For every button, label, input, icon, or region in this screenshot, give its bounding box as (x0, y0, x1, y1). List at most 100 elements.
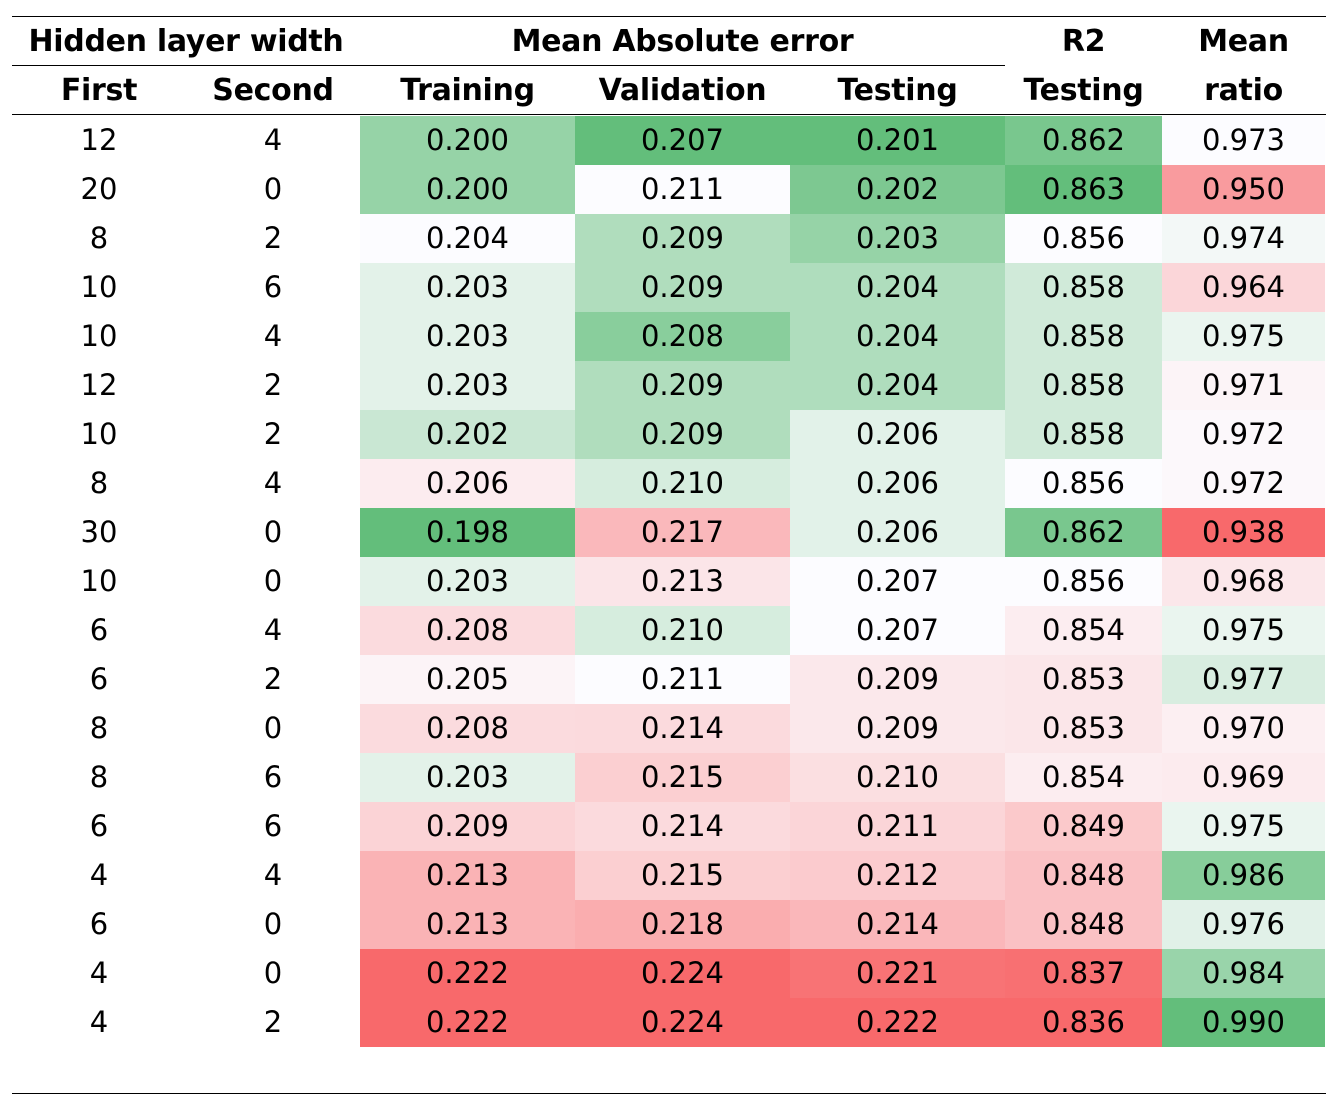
cell-validation: 0.210 (575, 459, 790, 508)
cell-first: 8 (89, 221, 109, 255)
header-r2-testing: Testing (1023, 73, 1144, 108)
cell-training: 0.200 (360, 116, 575, 165)
table-row: 4 4 0.213 0.215 0.212 0.848 0.986 (0, 851, 1338, 900)
cell-r2: 0.854 (1005, 606, 1162, 655)
table-row: 8 2 0.204 0.209 0.203 0.856 0.974 (0, 214, 1338, 263)
cell-r2: 0.858 (1005, 361, 1162, 410)
cell-second: 0 (263, 907, 283, 941)
cell-first: 20 (80, 172, 118, 206)
cell-validation: 0.213 (575, 557, 790, 606)
cell-second: 6 (263, 270, 283, 304)
cell-ratio: 0.984 (1162, 949, 1325, 998)
cell-training: 0.203 (360, 557, 575, 606)
cell-second: 0 (263, 564, 283, 598)
cell-first: 10 (80, 564, 118, 598)
cell-second: 2 (263, 1005, 283, 1039)
cell-second: 0 (263, 172, 283, 206)
cell-training: 0.200 (360, 165, 575, 214)
cell-testing: 0.204 (790, 263, 1005, 312)
cell-first: 4 (89, 1005, 109, 1039)
cell-r2: 0.853 (1005, 704, 1162, 753)
cell-first: 4 (89, 858, 109, 892)
cell-ratio: 0.970 (1162, 704, 1325, 753)
cell-r2: 0.837 (1005, 949, 1162, 998)
cell-first: 10 (80, 270, 118, 304)
cell-training: 0.202 (360, 410, 575, 459)
cell-second: 4 (263, 466, 283, 500)
cell-r2: 0.858 (1005, 410, 1162, 459)
cell-validation: 0.211 (575, 655, 790, 704)
group-header-rule-mae (360, 65, 1005, 66)
cell-validation: 0.209 (575, 263, 790, 312)
cell-testing: 0.207 (790, 557, 1005, 606)
cell-testing: 0.202 (790, 165, 1005, 214)
cell-ratio: 0.976 (1162, 900, 1325, 949)
table-row: 10 0 0.203 0.213 0.207 0.856 0.968 (0, 557, 1338, 606)
header-r2: R2 (1061, 24, 1106, 59)
cell-first: 6 (89, 662, 109, 696)
cell-first: 8 (89, 760, 109, 794)
cell-first: 12 (80, 123, 118, 157)
cell-r2: 0.856 (1005, 557, 1162, 606)
cell-ratio: 0.974 (1162, 214, 1325, 263)
cell-training: 0.203 (360, 753, 575, 802)
cell-second: 2 (263, 221, 283, 255)
cell-r2: 0.858 (1005, 312, 1162, 361)
cell-r2: 0.854 (1005, 753, 1162, 802)
cell-testing: 0.206 (790, 459, 1005, 508)
table-row: 10 6 0.203 0.209 0.204 0.858 0.964 (0, 263, 1338, 312)
table-row: 8 0 0.208 0.214 0.209 0.853 0.970 (0, 704, 1338, 753)
cell-second: 4 (263, 858, 283, 892)
cell-testing: 0.207 (790, 606, 1005, 655)
header-validation: Validation (598, 73, 767, 108)
header-testing: Testing (837, 73, 958, 108)
group-header-rule-left (12, 65, 360, 66)
header-second: Second (212, 73, 334, 108)
cell-training: 0.213 (360, 900, 575, 949)
table-row: 10 4 0.203 0.208 0.204 0.858 0.975 (0, 312, 1338, 361)
cell-r2: 0.863 (1005, 165, 1162, 214)
cell-first: 6 (89, 809, 109, 843)
cell-testing: 0.212 (790, 851, 1005, 900)
cell-training: 0.208 (360, 704, 575, 753)
cell-ratio: 0.977 (1162, 655, 1325, 704)
cell-training: 0.222 (360, 998, 575, 1047)
table-row: 6 0 0.213 0.218 0.214 0.848 0.976 (0, 900, 1338, 949)
table-row: 6 6 0.209 0.214 0.211 0.849 0.975 (0, 802, 1338, 851)
cell-training: 0.222 (360, 949, 575, 998)
cell-ratio: 0.973 (1162, 116, 1325, 165)
table-row: 4 0 0.222 0.224 0.221 0.837 0.984 (0, 949, 1338, 998)
cell-second: 6 (263, 760, 283, 794)
cell-r2: 0.856 (1005, 214, 1162, 263)
cell-r2: 0.862 (1005, 508, 1162, 557)
header-first: First (60, 73, 138, 108)
cell-ratio: 0.986 (1162, 851, 1325, 900)
cell-first: 4 (89, 956, 109, 990)
cell-testing: 0.206 (790, 410, 1005, 459)
cell-r2: 0.848 (1005, 900, 1162, 949)
cell-ratio: 0.969 (1162, 753, 1325, 802)
header-ratio: ratio (1204, 73, 1283, 108)
table-row: 20 0 0.200 0.211 0.202 0.863 0.950 (0, 165, 1338, 214)
table-row: 30 0 0.198 0.217 0.206 0.862 0.938 (0, 508, 1338, 557)
table-top-rule (12, 16, 1326, 17)
cell-training: 0.213 (360, 851, 575, 900)
cell-r2: 0.853 (1005, 655, 1162, 704)
cell-validation: 0.215 (575, 753, 790, 802)
cell-second: 2 (263, 368, 283, 402)
cell-validation: 0.209 (575, 410, 790, 459)
table-row: 8 6 0.203 0.215 0.210 0.854 0.969 (0, 753, 1338, 802)
cell-training: 0.204 (360, 214, 575, 263)
cell-validation: 0.215 (575, 851, 790, 900)
cell-testing: 0.204 (790, 361, 1005, 410)
cell-ratio: 0.975 (1162, 312, 1325, 361)
cell-testing: 0.203 (790, 214, 1005, 263)
cell-second: 6 (263, 809, 283, 843)
table-row: 12 4 0.200 0.207 0.201 0.862 0.973 (0, 116, 1338, 165)
cell-ratio: 0.971 (1162, 361, 1325, 410)
cell-training: 0.203 (360, 263, 575, 312)
cell-testing: 0.214 (790, 900, 1005, 949)
cell-second: 4 (263, 319, 283, 353)
cell-first: 8 (89, 711, 109, 745)
cell-testing: 0.206 (790, 508, 1005, 557)
